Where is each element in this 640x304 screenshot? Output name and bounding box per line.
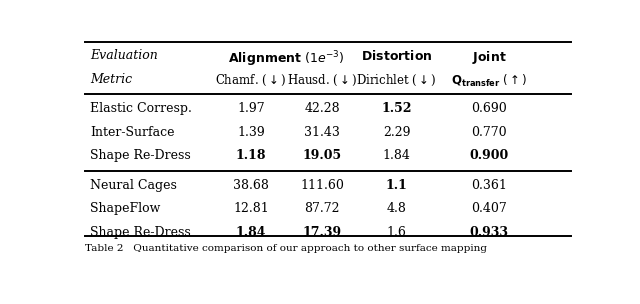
- Text: 1.18: 1.18: [236, 149, 266, 162]
- Text: Table 2   Quantitative comparison of our approach to other surface mapping: Table 2 Quantitative comparison of our a…: [85, 244, 487, 253]
- Text: $\mathbf{Alignment}$ $(1e^{-3})$: $\mathbf{Alignment}$ $(1e^{-3})$: [228, 49, 344, 69]
- Text: 87.72: 87.72: [304, 202, 340, 215]
- Text: Elastic Corresp.: Elastic Corresp.: [90, 102, 192, 116]
- Text: $\mathbf{Distortion}$: $\mathbf{Distortion}$: [361, 49, 432, 63]
- Text: 42.28: 42.28: [304, 102, 340, 116]
- Text: 1.84: 1.84: [383, 149, 410, 162]
- Text: 1.84: 1.84: [236, 226, 266, 239]
- Text: 1.1: 1.1: [385, 179, 408, 192]
- Text: Inter-Surface: Inter-Surface: [90, 126, 175, 139]
- Text: 1.6: 1.6: [387, 226, 406, 239]
- Text: 31.43: 31.43: [304, 126, 340, 139]
- Text: Shape Re-Dress: Shape Re-Dress: [90, 226, 191, 239]
- Text: 0.407: 0.407: [471, 202, 507, 215]
- Text: ShapeFlow: ShapeFlow: [90, 202, 160, 215]
- Text: 2.29: 2.29: [383, 126, 410, 139]
- Text: 17.39: 17.39: [303, 226, 342, 239]
- Text: Metric: Metric: [90, 73, 132, 86]
- Text: $\mathbf{Joint}$: $\mathbf{Joint}$: [472, 49, 506, 66]
- Text: 12.81: 12.81: [233, 202, 269, 215]
- Text: 0.690: 0.690: [471, 102, 507, 116]
- Text: 1.97: 1.97: [237, 102, 265, 116]
- Text: Dirichlet ($\downarrow$): Dirichlet ($\downarrow$): [356, 73, 436, 88]
- Text: 0.770: 0.770: [472, 126, 507, 139]
- Text: Chamf. ($\downarrow$): Chamf. ($\downarrow$): [216, 73, 287, 88]
- Text: 0.933: 0.933: [470, 226, 509, 239]
- Text: 0.361: 0.361: [471, 179, 507, 192]
- Text: 111.60: 111.60: [300, 179, 344, 192]
- Text: $\mathbf{Q}_{\mathbf{transfer}}$ $(\uparrow)$: $\mathbf{Q}_{\mathbf{transfer}}$ $(\upar…: [451, 73, 527, 89]
- Text: 1.52: 1.52: [381, 102, 412, 116]
- Text: 0.900: 0.900: [470, 149, 509, 162]
- Text: Evaluation: Evaluation: [90, 49, 157, 62]
- Text: Neural Cages: Neural Cages: [90, 179, 177, 192]
- Text: Shape Re-Dress: Shape Re-Dress: [90, 149, 191, 162]
- Text: 4.8: 4.8: [387, 202, 406, 215]
- Text: 19.05: 19.05: [303, 149, 342, 162]
- Text: Hausd. ($\downarrow$): Hausd. ($\downarrow$): [287, 73, 357, 88]
- Text: 1.39: 1.39: [237, 126, 265, 139]
- Text: 38.68: 38.68: [233, 179, 269, 192]
